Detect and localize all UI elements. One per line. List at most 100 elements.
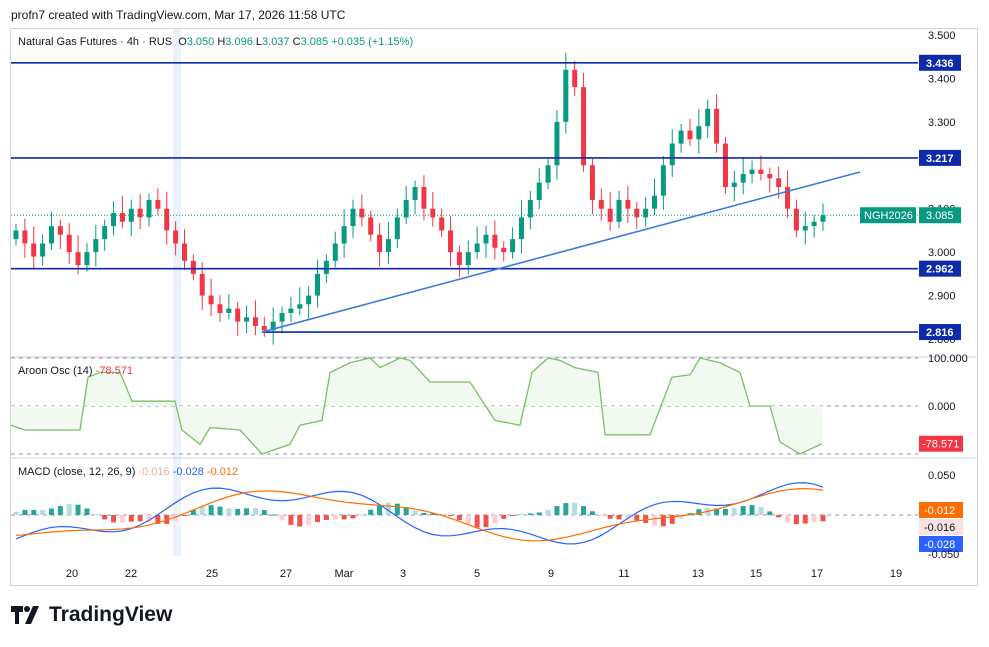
macd-histogram-bar bbox=[412, 510, 418, 515]
candle-body bbox=[625, 200, 631, 209]
candle-body bbox=[297, 304, 303, 309]
candle-body bbox=[652, 195, 658, 209]
macd-legend: MACD (close, 12, 26, 9) -0.016 -0.028 -0… bbox=[18, 466, 238, 478]
macd-histogram-bar bbox=[536, 512, 542, 515]
aroon-line bbox=[10, 357, 823, 455]
tradingview-logo[interactable]: TradingView bbox=[11, 603, 172, 627]
level-tag: 3.436 bbox=[926, 58, 954, 70]
aroon-axis-tick: 0.000 bbox=[928, 401, 956, 413]
macd-histogram-bar bbox=[279, 515, 285, 521]
macd-histogram-bar bbox=[785, 515, 791, 523]
macd-histogram-bar bbox=[439, 513, 445, 515]
candle-body bbox=[483, 234, 489, 244]
macd-axis-tick: 0.050 bbox=[928, 470, 956, 482]
legend-title: Natural Gas Futures · 4h · RUS bbox=[18, 36, 173, 48]
macd-histogram-bar bbox=[776, 515, 782, 518]
candle-body bbox=[252, 317, 258, 326]
macd-line bbox=[15, 482, 824, 545]
candle-body bbox=[501, 247, 507, 253]
candle-body bbox=[22, 230, 28, 244]
macd-histogram-bar bbox=[341, 515, 347, 520]
macd-histogram-bar bbox=[607, 515, 613, 519]
candle-body bbox=[40, 243, 46, 257]
level-tag-bg bbox=[919, 54, 961, 71]
candle-body bbox=[802, 226, 808, 231]
macd-histogram-bar bbox=[722, 508, 728, 515]
macd-histogram-bar bbox=[616, 515, 622, 520]
macd-histogram-bar bbox=[598, 515, 604, 517]
session-highlight bbox=[173, 29, 181, 556]
candle-body bbox=[270, 321, 276, 331]
macd-histogram-bar bbox=[57, 506, 63, 515]
macd-histogram-bar bbox=[137, 515, 143, 522]
x-axis-tick: 5 bbox=[474, 568, 480, 580]
price-tick: 3.500 bbox=[928, 30, 956, 42]
macd-histogram-bar bbox=[111, 515, 117, 523]
x-axis-tick: 27 bbox=[280, 568, 292, 580]
candle-body bbox=[208, 295, 214, 305]
x-axis-tick: 22 bbox=[125, 568, 137, 580]
tradingview-logo-text: TradingView bbox=[49, 603, 173, 626]
macd-histogram-bar bbox=[181, 515, 187, 516]
candle-body bbox=[767, 173, 773, 179]
macd-histogram-bar bbox=[448, 515, 454, 517]
macd-histogram-bar bbox=[270, 514, 276, 516]
price-tick: 3.400 bbox=[928, 73, 956, 85]
macd-histogram-bar bbox=[13, 511, 19, 515]
candle-body bbox=[306, 295, 312, 305]
macd-histogram-bar bbox=[377, 504, 383, 515]
candle-body bbox=[554, 121, 560, 166]
candle-body bbox=[607, 208, 613, 222]
x-axis-tick: 13 bbox=[692, 568, 704, 580]
legend-o-label: O bbox=[178, 36, 187, 48]
aroon-value-tag-bg bbox=[919, 435, 963, 452]
candle-body bbox=[57, 226, 63, 235]
macd-histogram-bar bbox=[421, 512, 427, 515]
candle-body bbox=[315, 273, 321, 296]
macd-histogram-bar bbox=[465, 515, 471, 525]
macd-histogram-bar bbox=[306, 515, 312, 526]
macd-signal-value: -0.012 bbox=[206, 466, 239, 478]
candle-body bbox=[758, 169, 764, 174]
macd-histogram-bar bbox=[146, 515, 152, 523]
candle-body bbox=[421, 187, 427, 209]
macd-histogram-bar bbox=[31, 509, 37, 515]
macd-histogram-bar bbox=[288, 515, 294, 525]
macd-histogram-bar bbox=[208, 505, 214, 515]
symbol-tag-bg bbox=[860, 207, 916, 224]
macd-histogram-bar bbox=[173, 515, 179, 522]
candle-body bbox=[244, 317, 250, 322]
candle-body bbox=[181, 243, 187, 261]
macd-histogram-bar bbox=[155, 515, 161, 524]
candle-body bbox=[412, 187, 418, 201]
aroon-label: Aroon Osc (14) bbox=[18, 365, 93, 377]
legend-change: +0.035 (+1.15%) bbox=[331, 36, 414, 48]
aroon-legend: Aroon Osc (14) -78.571 bbox=[18, 365, 133, 377]
macd-histogram-bar bbox=[660, 515, 666, 527]
candle-body bbox=[687, 130, 693, 140]
tradingview-logo-icon bbox=[11, 606, 39, 624]
macd-histogram-bar bbox=[581, 506, 587, 515]
candle-body bbox=[563, 69, 569, 122]
macd-histogram-bar bbox=[102, 515, 108, 520]
x-axis-tick: 3 bbox=[400, 568, 406, 580]
candle-body bbox=[820, 215, 826, 222]
candle-body bbox=[199, 273, 205, 296]
macd-histogram-bar bbox=[811, 515, 817, 523]
macd-histogram-bar bbox=[226, 508, 232, 515]
macd-histogram-bar bbox=[40, 509, 46, 515]
macd-histogram-bar bbox=[394, 503, 400, 515]
candle-body bbox=[48, 226, 54, 244]
candle-body bbox=[377, 234, 383, 253]
macd-value-tag-bg bbox=[919, 502, 963, 518]
x-axis-tick: 9 bbox=[548, 568, 554, 580]
macd-histogram-bar bbox=[696, 509, 702, 515]
macd-value-tag: -0.028 bbox=[924, 539, 955, 551]
macd-histogram-bar bbox=[793, 515, 799, 525]
macd-histogram-bar bbox=[678, 515, 684, 519]
macd-histogram-bar bbox=[252, 508, 258, 515]
candle-body bbox=[678, 130, 684, 144]
candle-body bbox=[359, 208, 365, 218]
macd-histogram-bar bbox=[820, 515, 826, 522]
